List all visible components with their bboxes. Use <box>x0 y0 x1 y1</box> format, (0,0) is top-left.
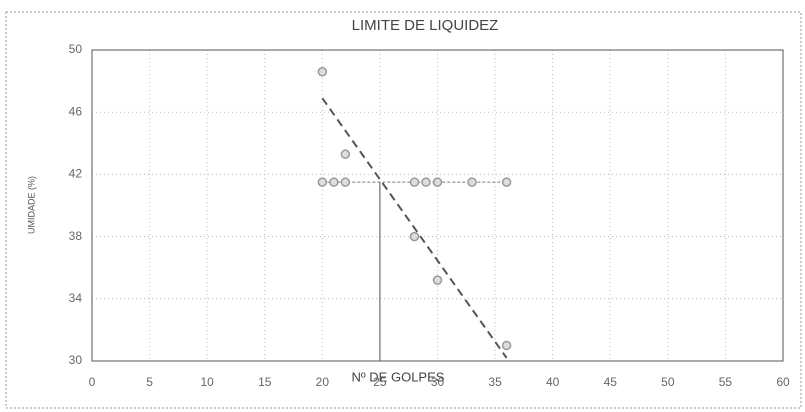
y-tick-label: 30 <box>69 353 83 367</box>
y-tick-label: 42 <box>69 167 83 181</box>
y-tick-label: 46 <box>69 104 83 118</box>
data-point <box>329 177 339 187</box>
frame <box>5 11 802 409</box>
data-point <box>501 177 512 187</box>
data-point <box>501 340 512 351</box>
x-tick-label: 30 <box>431 375 445 389</box>
y-tick-label: 34 <box>69 291 83 305</box>
x-tick-label: 0 <box>89 375 96 389</box>
data-point <box>432 275 443 285</box>
y-tick-label: 50 <box>69 42 83 56</box>
x-axis-title: Nº DE GOLPES <box>352 369 445 384</box>
y-tick-label: 38 <box>69 229 83 243</box>
x-tick-label: 5 <box>146 375 153 389</box>
data-point <box>340 177 351 187</box>
data-point <box>317 67 328 77</box>
x-tick-label: 10 <box>200 375 214 389</box>
data-point <box>409 231 420 242</box>
x-tick-label: 25 <box>373 375 387 389</box>
data-point <box>421 177 431 187</box>
chart-title: LIMITE DE LIQUIDEZ <box>352 17 499 34</box>
x-tick-label: 35 <box>488 375 502 389</box>
x-tick-label: 40 <box>546 375 560 389</box>
x-tick-label: 60 <box>776 375 790 389</box>
trend-line <box>321 97 508 359</box>
data-point <box>432 177 443 187</box>
x-tick-label: 45 <box>604 375 618 389</box>
x-tick-label: 50 <box>661 375 675 389</box>
data-point <box>340 149 351 159</box>
x-tick-label: 15 <box>258 375 272 389</box>
plot-area <box>91 49 784 362</box>
data-point <box>317 177 328 187</box>
data-point <box>467 177 477 187</box>
y-axis-title: UMIDADE (%) <box>26 176 36 234</box>
data-point <box>409 177 420 187</box>
x-tick-label: 55 <box>719 375 733 389</box>
x-tick-label: 20 <box>316 375 330 389</box>
